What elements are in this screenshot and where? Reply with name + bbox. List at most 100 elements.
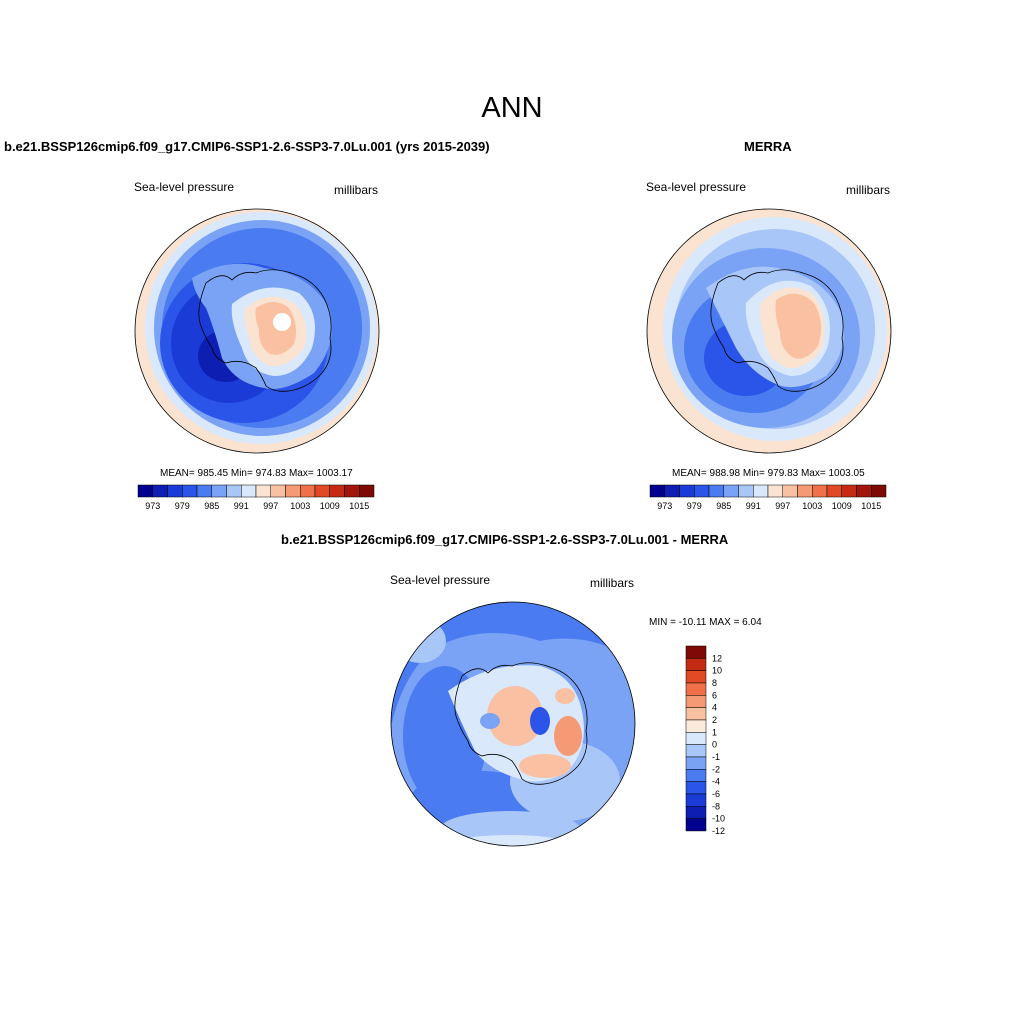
diff-minmax: MIN = -10.11 MAX = 6.04	[649, 617, 762, 628]
colorbar-label: 991	[234, 501, 249, 511]
colorbar-box	[871, 484, 887, 498]
diff-colorbar-boxes	[685, 645, 707, 832]
colorbar-box	[685, 695, 707, 708]
colorbar-box	[685, 781, 707, 795]
diff-panel-title: b.e21.BSSP126cmip6.f09_g17.CMIP6-SSP1-2.…	[281, 532, 729, 547]
colorbar-box	[797, 484, 813, 498]
colorbar-label: 997	[263, 501, 278, 511]
colorbar-label: 1003	[290, 501, 310, 511]
right-colorbar-labels: 973 979 985 991 997 1003 1009 1015	[657, 501, 881, 511]
right-units-label: millibars	[846, 183, 891, 197]
diff-variable-label: Sea-level pressure	[390, 573, 491, 587]
colorbar-box	[685, 756, 707, 770]
colorbar-box	[152, 484, 168, 498]
colorbar-label: 0	[712, 740, 717, 750]
colorbar-box	[767, 484, 783, 498]
colorbar-box	[685, 658, 707, 671]
colorbar-label: 979	[175, 501, 190, 511]
colorbar-box	[344, 484, 360, 498]
colorbar-label: 10	[712, 666, 722, 676]
diff-units-label: millibars	[590, 576, 635, 590]
left-map	[134, 208, 380, 454]
colorbar-box	[685, 719, 707, 733]
colorbar-box	[723, 484, 739, 498]
colorbar-label: 1003	[802, 501, 822, 511]
colorbar-box	[255, 484, 271, 498]
colorbar-label: 985	[716, 501, 731, 511]
colorbar-box	[685, 818, 707, 832]
colorbar-box	[685, 707, 707, 721]
colorbar-box	[685, 806, 707, 819]
colorbar-box	[241, 484, 257, 498]
colorbar-label: -6	[712, 789, 720, 799]
right-stats: MEAN= 988.98 Min= 979.83 Max= 1003.05	[672, 468, 865, 479]
colorbar-box	[664, 484, 680, 498]
colorbar-label: 6	[712, 690, 717, 700]
colorbar-box	[270, 484, 286, 498]
colorbar-box	[196, 484, 212, 498]
left-colorbar: 973 979 985 991 997 1003 1009 1015	[137, 484, 375, 511]
colorbar-box	[685, 769, 707, 782]
right-panel-title: MERRA	[744, 139, 792, 154]
colorbar-label: 4	[712, 703, 717, 713]
colorbar-box	[211, 484, 227, 498]
colorbar-label: 973	[657, 501, 672, 511]
colorbar-box	[359, 484, 375, 498]
colorbar-box	[782, 484, 798, 498]
colorbar-label: 991	[746, 501, 761, 511]
right-variable-label: Sea-level pressure	[646, 180, 747, 194]
colorbar-label: 2	[712, 715, 717, 725]
colorbar-box	[694, 484, 710, 498]
colorbar-box	[182, 484, 198, 498]
colorbar-box	[685, 645, 707, 659]
colorbar-box	[314, 484, 330, 498]
colorbar-label: -10	[712, 814, 725, 824]
colorbar-label: 979	[687, 501, 702, 511]
colorbar-box	[753, 484, 769, 498]
right-colorbar-boxes	[649, 484, 887, 498]
colorbar-box	[738, 484, 754, 498]
colorbar-box	[685, 744, 707, 758]
colorbar-label: -4	[712, 777, 720, 787]
colorbar-box	[826, 484, 842, 498]
left-colorbar-labels: 973 979 985 991 997 1003 1009 1015	[145, 501, 369, 511]
colorbar-label: -12	[712, 826, 725, 836]
colorbar-box	[708, 484, 724, 498]
left-colorbar-boxes	[137, 484, 375, 498]
colorbar-box	[167, 484, 183, 498]
left-variable-label: Sea-level pressure	[134, 180, 235, 194]
colorbar-box	[685, 732, 707, 745]
figure-title: ANN	[481, 92, 543, 124]
colorbar-label: -2	[712, 764, 720, 774]
diff-map	[390, 601, 636, 847]
left-stats: MEAN= 985.45 Min= 974.83 Max= 1003.17	[160, 468, 353, 479]
colorbar-box	[685, 682, 707, 696]
colorbar-box	[226, 484, 242, 498]
colorbar-label: 997	[775, 501, 790, 511]
left-units-label: millibars	[334, 183, 379, 197]
colorbar-label: -8	[712, 801, 720, 811]
right-map	[646, 208, 892, 454]
colorbar-box	[812, 484, 828, 498]
colorbar-label: 1009	[832, 501, 852, 511]
colorbar-box	[329, 484, 345, 498]
colorbar-box	[649, 484, 665, 498]
colorbar-label: 985	[204, 501, 219, 511]
colorbar-label: 12	[712, 653, 722, 663]
colorbar-box	[285, 484, 301, 498]
colorbar-label: 8	[712, 678, 717, 688]
colorbar-label: 973	[145, 501, 160, 511]
colorbar-label: 1015	[861, 501, 881, 511]
colorbar-box	[679, 484, 695, 498]
colorbar-label: -1	[712, 752, 720, 762]
right-colorbar: 973 979 985 991 997 1003 1009 1015	[649, 484, 887, 511]
colorbar-box	[300, 484, 316, 498]
colorbar-box	[856, 484, 872, 498]
colorbar-box	[685, 793, 707, 807]
colorbar-box	[137, 484, 153, 498]
colorbar-box	[685, 670, 707, 684]
colorbar-label: 1	[712, 727, 717, 737]
colorbar-label: 1015	[349, 501, 369, 511]
